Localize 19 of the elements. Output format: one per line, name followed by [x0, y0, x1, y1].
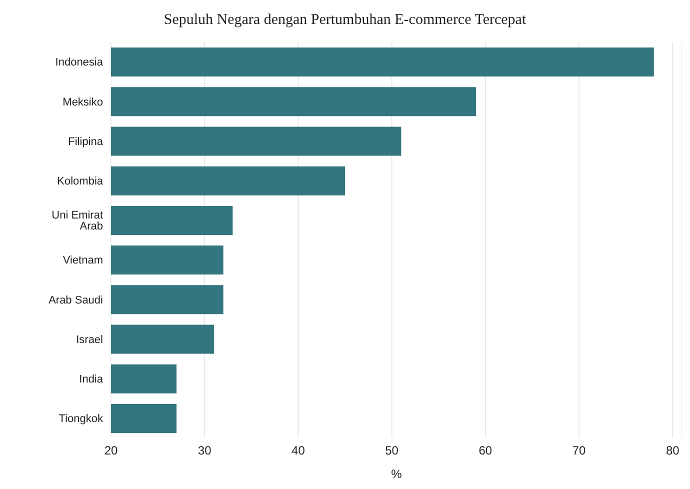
x-tick-label: 80 — [666, 444, 680, 458]
x-tick-label: 60 — [478, 444, 492, 458]
x-axis-title: % — [391, 467, 402, 481]
y-tick-label: Uni Emirat Arab — [52, 210, 103, 233]
y-tick-label: India — [79, 374, 104, 386]
y-tick-label: Arab Saudi — [48, 294, 103, 306]
x-tick-label: 70 — [572, 444, 586, 458]
y-tick-label: Tiongkok — [58, 413, 104, 426]
y-tick-label: Kolombia — [57, 176, 104, 188]
y-tick-label: Filipina — [68, 136, 104, 148]
x-tick-label: 40 — [292, 444, 306, 458]
chart-title: Sepuluh Negara dengan Pertumbuhan E-commerce Tercepat — [162, 11, 528, 30]
y-tick-label: Vietnam — [62, 254, 103, 267]
x-tick-label: 50 — [385, 444, 399, 458]
y-tick-label: Meksiko — [62, 96, 103, 108]
x-tick-label: 30 — [198, 444, 212, 458]
y-tick-label: Indonesia — [55, 56, 104, 69]
x-tick-label: 20 — [104, 444, 118, 458]
y-tick-label: Israel — [76, 334, 103, 346]
